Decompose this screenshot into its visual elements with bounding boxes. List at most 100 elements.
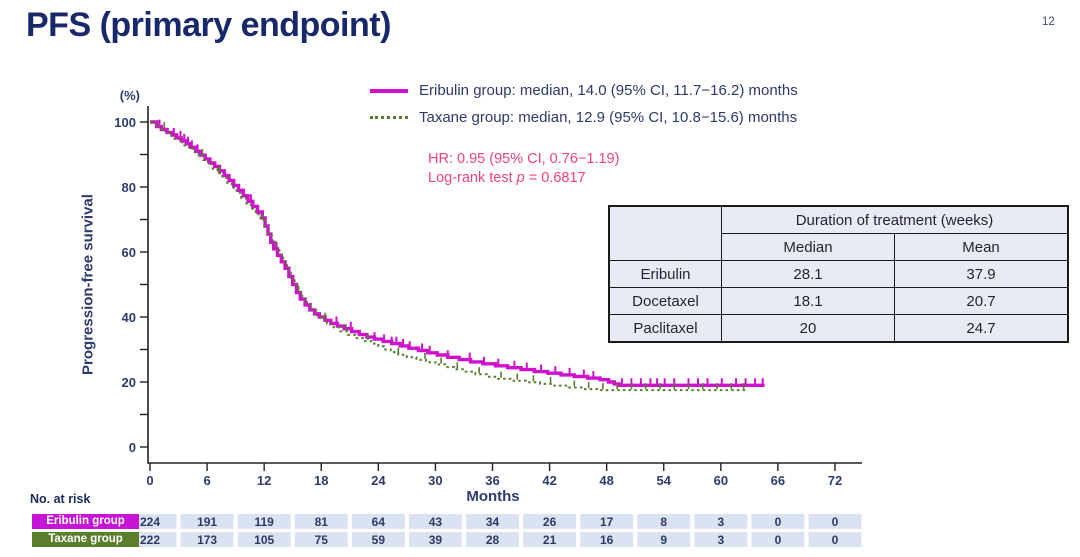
- risk-count: 3: [717, 515, 724, 529]
- corner-cell: [608, 205, 722, 261]
- risk-count: 105: [254, 533, 274, 547]
- risk-cell: [408, 532, 462, 547]
- mean-header: Mean: [894, 233, 1069, 261]
- x-tick-label: 30: [428, 473, 442, 488]
- eribulin-group-chip: Eribulin group: [32, 514, 139, 529]
- taxane-line-swatch: [370, 116, 408, 119]
- risk-count: 75: [315, 533, 329, 547]
- risk-cell: [351, 514, 405, 529]
- risk-cell: [180, 532, 234, 547]
- risk-cell: [237, 514, 291, 529]
- risk-count: 34: [486, 515, 500, 529]
- risk-count: 0: [832, 515, 839, 529]
- docetaxel-median: 18.1: [721, 287, 895, 315]
- risk-count: 26: [543, 515, 557, 529]
- risk-count: 21: [543, 533, 557, 547]
- km-curve-eribulin-group: [150, 120, 765, 387]
- risk-count: 3: [717, 533, 724, 547]
- logrank-line: Log-rank test p = 0.6817: [428, 169, 619, 188]
- risk-count: 43: [429, 515, 443, 529]
- table-row: Eribulin 28.1 37.9: [608, 260, 1069, 288]
- y-tick-label: 100: [114, 115, 136, 130]
- risk-cell: [694, 532, 748, 547]
- docetaxel-mean: 20.7: [894, 287, 1069, 315]
- y-axis-title: Progression-free survival: [79, 194, 97, 375]
- eribulin-line-swatch: [370, 88, 408, 93]
- legend-item-taxane: Taxane group: median, 12.9 (95% CI, 10.8…: [370, 104, 798, 131]
- y-tick-label: 60: [122, 245, 136, 260]
- legend-label: Taxane group: median, 12.9 (95% CI, 10.8…: [419, 109, 798, 126]
- row-label-eribulin: Eribulin: [608, 260, 722, 288]
- risk-cell: [637, 514, 691, 529]
- x-tick-label: 6: [203, 473, 210, 488]
- risk-count: 9: [660, 533, 667, 547]
- risk-cell: [294, 514, 348, 529]
- risk-cell: [237, 532, 291, 547]
- risk-cell: [523, 532, 577, 547]
- y-axis-unit: (%): [119, 88, 140, 103]
- row-label-paclitaxel: Paclitaxel: [608, 314, 722, 343]
- risk-cell: [408, 514, 462, 529]
- page-number: 12: [1042, 16, 1055, 28]
- risk-cell: [751, 532, 805, 547]
- legend-label: Eribulin group: median, 14.0 (95% CI, 11…: [419, 82, 798, 99]
- risk-cell: [808, 514, 862, 529]
- risk-cell: [523, 514, 577, 529]
- x-tick-label: 24: [371, 473, 386, 488]
- risk-count: 191: [197, 515, 217, 529]
- median-header: Median: [721, 233, 895, 261]
- risk-cell: [180, 514, 234, 529]
- p-symbol: p: [516, 170, 525, 186]
- risk-cell: [580, 532, 634, 547]
- risk-cell: [751, 514, 805, 529]
- paclitaxel-mean: 24.7: [894, 314, 1069, 343]
- risk-cell: [466, 514, 519, 529]
- x-tick-label: 12: [257, 473, 271, 488]
- risk-count: 119: [254, 515, 274, 529]
- x-tick-label: 54: [657, 473, 672, 488]
- km-curve-taxane-group: [150, 121, 747, 392]
- risk-count: 16: [600, 533, 614, 547]
- x-tick-label: 36: [485, 473, 499, 488]
- page-title: PFS (primary endpoint): [26, 6, 391, 44]
- paclitaxel-median: 20: [721, 314, 895, 343]
- risk-cell: [580, 514, 634, 529]
- hr-line: HR: 0.95 (95% CI, 0.76−1.19): [428, 151, 620, 167]
- table-header-row: Duration of treatment (weeks): [608, 205, 1069, 261]
- taxane-group-chip: Taxane group: [32, 532, 139, 547]
- y-tick-label: 40: [122, 310, 136, 325]
- duration-header: Duration of treatment (weeks): [721, 205, 1069, 234]
- x-tick-label: 48: [599, 473, 613, 488]
- x-tick-label: 0: [146, 473, 153, 488]
- eribulin-median: 28.1: [721, 260, 895, 288]
- hazard-ratio-note: HR: 0.95 (95% CI, 0.76−1.19) Log-rank te…: [428, 150, 619, 188]
- risk-count: 222: [140, 533, 160, 547]
- eribulin-mean: 37.9: [894, 260, 1069, 288]
- no-at-risk-label: No. at risk: [30, 492, 91, 506]
- legend-item-eribulin: Eribulin group: median, 14.0 (95% CI, 11…: [370, 77, 798, 104]
- risk-cell: [694, 514, 748, 529]
- risk-cell: [351, 532, 405, 547]
- treatment-duration-table: Duration of treatment (weeks) Median Mea…: [608, 205, 1069, 343]
- risk-count: 8: [660, 515, 667, 529]
- table-row: Docetaxel 18.1 20.7: [608, 287, 1069, 315]
- risk-count: 17: [600, 515, 614, 529]
- risk-count: 28: [486, 533, 500, 547]
- risk-count: 59: [372, 533, 386, 547]
- y-tick-label: 0: [129, 440, 136, 455]
- risk-cell: [294, 532, 348, 547]
- y-tick-label: 80: [122, 180, 136, 195]
- table-row: Paclitaxel 20 24.7: [608, 314, 1069, 343]
- risk-count: 81: [315, 515, 329, 529]
- risk-count: 64: [372, 515, 386, 529]
- risk-count: 39: [429, 533, 443, 547]
- chart-legend: Eribulin group: median, 14.0 (95% CI, 11…: [370, 77, 798, 131]
- risk-cell: [637, 532, 691, 547]
- risk-count: 173: [197, 533, 217, 547]
- logrank-prefix: Log-rank test: [428, 170, 517, 186]
- x-axis-title: Months: [466, 488, 520, 505]
- risk-cell: [808, 532, 862, 547]
- y-tick-label: 20: [122, 375, 136, 390]
